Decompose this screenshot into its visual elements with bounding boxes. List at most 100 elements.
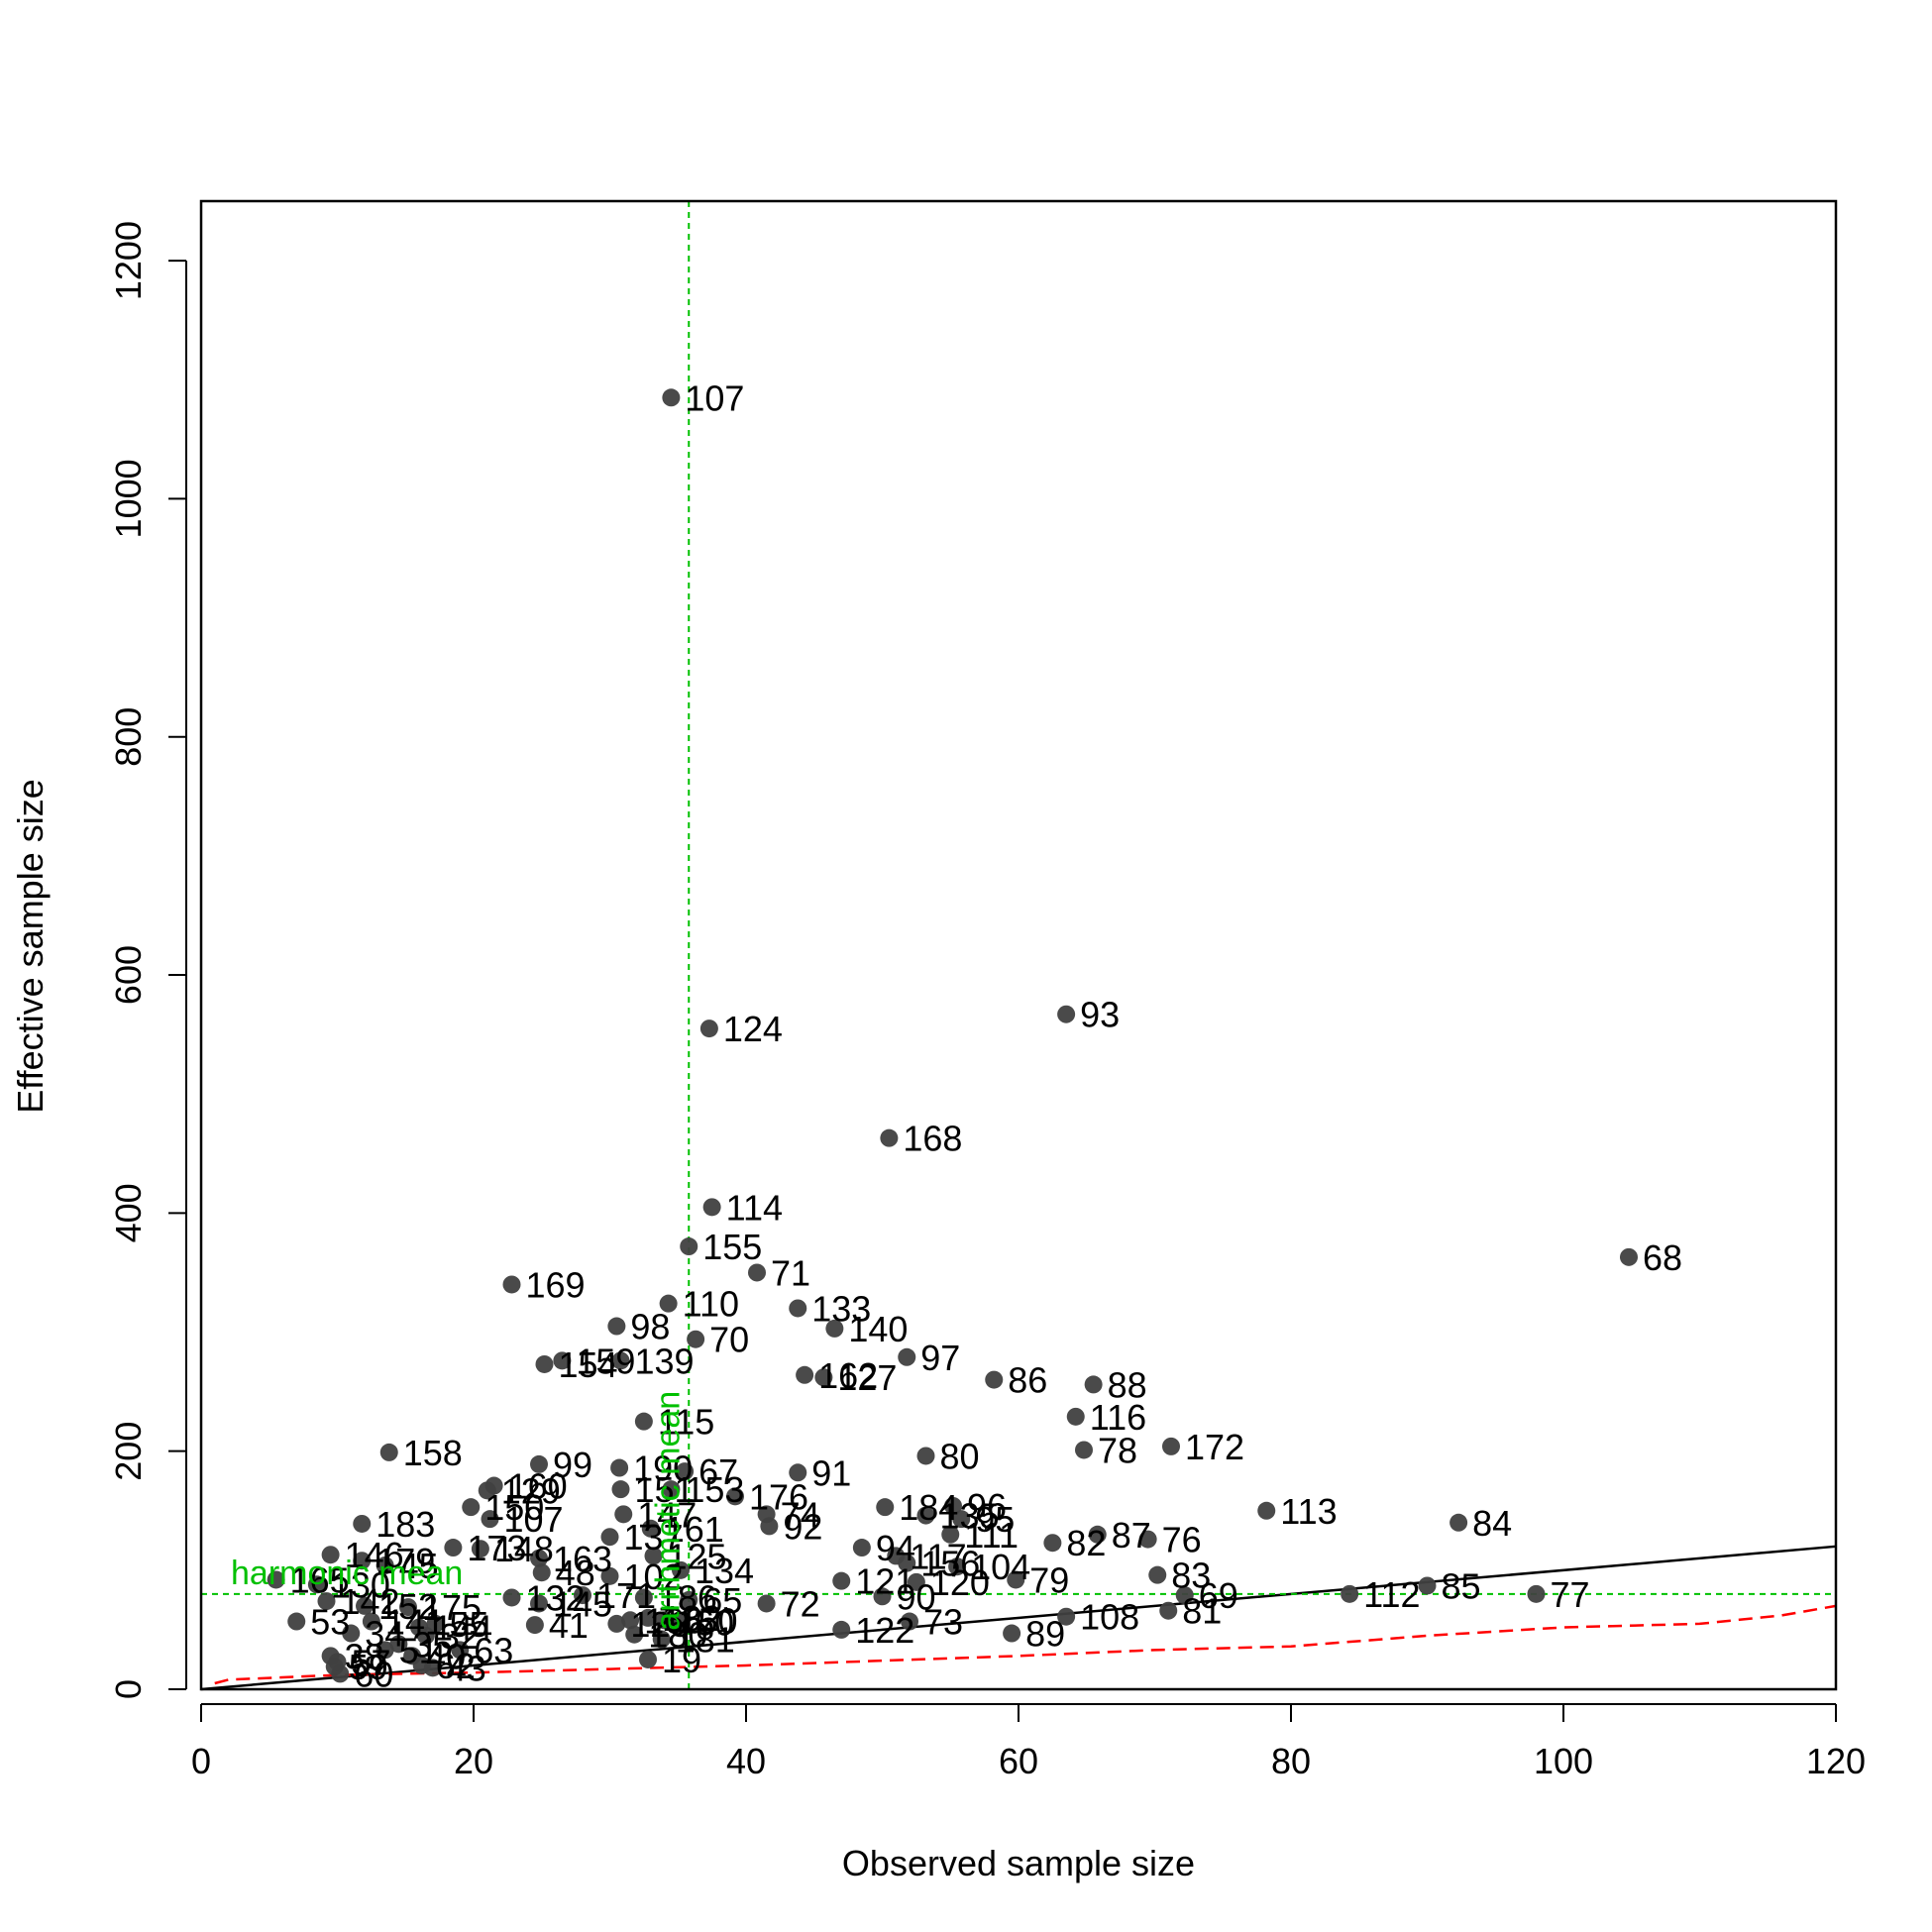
point-label: 165 bbox=[290, 1559, 350, 1600]
data-point bbox=[907, 1572, 925, 1591]
data-point bbox=[1175, 1586, 1194, 1605]
data-point bbox=[644, 1547, 663, 1565]
data-point bbox=[796, 1365, 814, 1384]
point-label: 76 bbox=[1162, 1520, 1202, 1560]
data-point bbox=[426, 1614, 445, 1633]
point-label: 183 bbox=[376, 1504, 435, 1545]
data-point bbox=[1527, 1584, 1546, 1603]
point-label: 114 bbox=[726, 1187, 783, 1228]
point-label: 53 bbox=[310, 1602, 350, 1643]
point-label: 159 bbox=[576, 1341, 635, 1381]
point-label: 163 bbox=[553, 1539, 612, 1579]
point-label: 38 bbox=[345, 1636, 384, 1676]
point-label: 120 bbox=[930, 1562, 990, 1603]
point-label: 41 bbox=[549, 1605, 589, 1646]
point-label: 55 bbox=[450, 1604, 489, 1645]
point-label: 69 bbox=[1199, 1575, 1238, 1616]
data-point bbox=[1075, 1441, 1093, 1459]
data-point bbox=[412, 1656, 431, 1674]
point-label: 98 bbox=[630, 1307, 670, 1347]
data-point bbox=[1159, 1601, 1178, 1620]
point-label: 99 bbox=[553, 1445, 592, 1485]
point-label: 90 bbox=[897, 1576, 936, 1617]
point-label: 132 bbox=[526, 1577, 586, 1618]
point-label: 111 bbox=[964, 1515, 1019, 1556]
data-point bbox=[502, 1588, 521, 1607]
point-label: 166 bbox=[644, 1600, 703, 1641]
point-label: 73 bbox=[923, 1602, 963, 1643]
data-point bbox=[502, 1275, 521, 1294]
data-point bbox=[898, 1347, 916, 1366]
point-label: 67 bbox=[698, 1451, 738, 1492]
y-tick-label: 1000 bbox=[108, 459, 149, 538]
data-point bbox=[634, 1412, 653, 1431]
x-tick-label: 80 bbox=[1271, 1741, 1311, 1781]
data-point bbox=[699, 1020, 718, 1038]
data-point bbox=[525, 1616, 544, 1635]
data-point bbox=[1148, 1565, 1167, 1584]
data-point bbox=[726, 1487, 744, 1506]
data-point bbox=[530, 1454, 548, 1473]
data-point bbox=[535, 1354, 554, 1373]
point-label: 135 bbox=[940, 1496, 1000, 1537]
point-label: 40 bbox=[426, 1636, 466, 1676]
data-point bbox=[634, 1588, 653, 1607]
data-point bbox=[687, 1330, 705, 1348]
data-point bbox=[1066, 1407, 1085, 1426]
data-point bbox=[600, 1528, 619, 1547]
point-label: 77 bbox=[1551, 1574, 1590, 1615]
data-point bbox=[389, 1635, 408, 1654]
point-label: 85 bbox=[1442, 1565, 1481, 1606]
reference-lines bbox=[200, 201, 1837, 1691]
data-point bbox=[680, 1590, 698, 1609]
data-point bbox=[639, 1608, 657, 1627]
point-label: 141 bbox=[385, 1602, 445, 1643]
data-point bbox=[873, 1587, 892, 1606]
point-label: 168 bbox=[903, 1119, 962, 1159]
data-point bbox=[825, 1319, 844, 1338]
point-label: 175 bbox=[422, 1587, 482, 1628]
point-label: 176 bbox=[749, 1476, 808, 1517]
data-point bbox=[1088, 1525, 1107, 1544]
data-point bbox=[832, 1571, 851, 1590]
data-point bbox=[610, 1458, 629, 1477]
data-point bbox=[356, 1596, 374, 1615]
data-point bbox=[451, 1641, 470, 1660]
point-label: 172 bbox=[1185, 1427, 1244, 1467]
data-point bbox=[898, 1554, 916, 1572]
data-point bbox=[376, 1556, 394, 1575]
point-label: 127 bbox=[837, 1357, 897, 1398]
point-label: 156 bbox=[920, 1544, 980, 1584]
data-point bbox=[611, 1480, 630, 1499]
y-tick-label: 400 bbox=[108, 1183, 149, 1242]
point-label: 155 bbox=[702, 1227, 762, 1267]
point-label: 134 bbox=[695, 1551, 754, 1591]
x-tick-label: 20 bbox=[454, 1741, 493, 1781]
data-point bbox=[353, 1552, 372, 1570]
point-label: 68 bbox=[1643, 1237, 1682, 1278]
data-point bbox=[416, 1626, 435, 1645]
x-tick-label: 120 bbox=[1806, 1741, 1866, 1781]
data-point bbox=[748, 1263, 766, 1282]
point-label: 96 bbox=[967, 1486, 1007, 1527]
point-label: 180 bbox=[648, 1615, 707, 1656]
point-label: 151 bbox=[635, 1469, 695, 1510]
data-point bbox=[607, 1317, 626, 1336]
data-point bbox=[652, 1630, 671, 1649]
point-label: 146 bbox=[345, 1535, 404, 1575]
data-point bbox=[1084, 1375, 1103, 1394]
data-point bbox=[399, 1598, 417, 1617]
point-label: 62 bbox=[436, 1646, 476, 1686]
lower-bound-curve bbox=[214, 1604, 1837, 1685]
point-label: 117 bbox=[910, 1536, 966, 1576]
data-point bbox=[1003, 1624, 1021, 1643]
point-label: 123 bbox=[630, 1604, 690, 1645]
x-tick-label: 60 bbox=[999, 1741, 1038, 1781]
data-point bbox=[662, 1480, 681, 1499]
point-label: 32 bbox=[440, 1616, 480, 1657]
data-point bbox=[1057, 1005, 1076, 1023]
data-point bbox=[1057, 1607, 1076, 1626]
x-tick-label: 0 bbox=[191, 1741, 211, 1781]
